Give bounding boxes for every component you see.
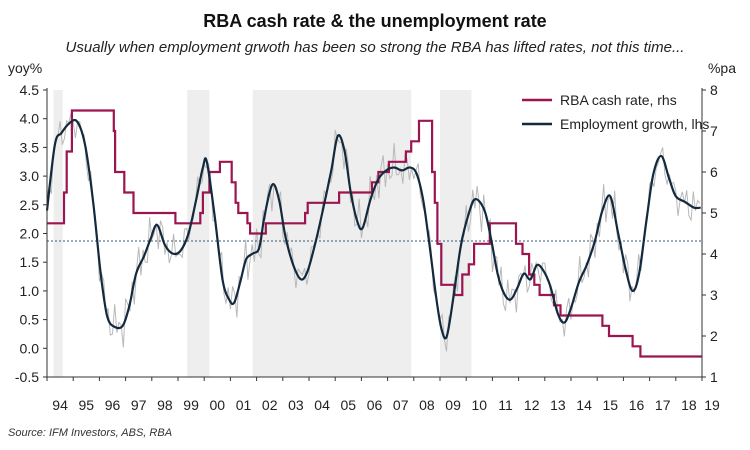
x-tick-label-18: 12: [524, 397, 540, 413]
left-tick-label-2: 3.5: [20, 139, 40, 155]
x-tick-label-21: 15: [603, 397, 619, 413]
x-tick-label-0: 94: [52, 397, 68, 413]
x-tick-label-15: 09: [445, 397, 461, 413]
right-tick-label-6: 2: [710, 328, 718, 344]
right-tick-label-7: 1: [710, 369, 718, 385]
x-tick-label-25: 19: [704, 397, 720, 413]
shaded-period-2: [252, 90, 412, 377]
legend: RBA cash rate, rhs Employment growth, lh…: [522, 92, 709, 132]
x-tick-label-4: 98: [157, 397, 173, 413]
left-tick-label-3: 3.0: [20, 168, 40, 184]
x-tick-label-5: 99: [183, 397, 199, 413]
series-line-employment: [45, 118, 701, 340]
x-tick-label-6: 00: [210, 397, 226, 413]
series-line-cash-rate: [47, 109, 702, 358]
left-tick-label-0: 4.5: [20, 82, 40, 98]
x-tick-label-13: 07: [393, 397, 409, 413]
chart-title: RBA cash rate & the unemployment rate: [203, 11, 546, 31]
x-tick-label-20: 14: [576, 397, 592, 413]
shaded-period-0: [53, 90, 63, 377]
x-tick-label-8: 02: [262, 397, 278, 413]
x-tick-label-3: 97: [131, 397, 147, 413]
source-note: Source: IFM Investors, ABS, RBA: [8, 427, 172, 439]
x-tick-label-2: 96: [105, 397, 121, 413]
left-tick-label-9: 0.0: [20, 340, 40, 356]
x-tick-label-11: 05: [341, 397, 357, 413]
x-tick-label-7: 01: [236, 397, 252, 413]
right-tick-label-3: 5: [710, 205, 718, 221]
left-tick-label-4: 2.5: [20, 197, 40, 213]
x-tick-label-19: 13: [550, 397, 566, 413]
x-tick-label-1: 95: [79, 397, 95, 413]
series-group: [45, 109, 702, 358]
x-tick-label-14: 08: [419, 397, 435, 413]
right-tick-label-1: 7: [710, 123, 718, 139]
x-tick-label-16: 10: [472, 397, 488, 413]
left-tick-label-8: 0.5: [20, 312, 40, 328]
x-tick-label-24: 18: [681, 397, 697, 413]
x-tick-label-9: 03: [288, 397, 304, 413]
x-tick-label-12: 06: [367, 397, 383, 413]
right-tick-label-4: 4: [710, 246, 718, 262]
right-axis-unit: %pa: [708, 60, 736, 76]
chart-subtitle: Usually when employment grwoth has been …: [66, 39, 685, 56]
shaded-period-3: [440, 90, 472, 377]
left-axis-unit: yoy%: [8, 60, 42, 76]
left-tick-label-7: 1.0: [20, 283, 40, 299]
left-tick-label-6: 1.5: [20, 254, 40, 270]
legend-label-cash-rate: RBA cash rate, rhs: [560, 92, 677, 108]
right-tick-label-5: 3: [710, 287, 718, 303]
left-tick-label-5: 2.0: [20, 226, 40, 242]
legend-label-employment: Employment growth, lhs: [560, 116, 709, 132]
x-tick-label-17: 11: [498, 397, 513, 413]
left-tick-label-1: 4.0: [20, 111, 40, 127]
x-tick-label-23: 17: [655, 397, 671, 413]
right-tick-label-2: 6: [710, 164, 718, 180]
axes-group: 4.5 4.0 3.5 3.0 2.5 2.0 1.5 1.0 0.5 0.0 -0.5 8 7 6 5 4 3…: [15, 82, 720, 413]
left-tick-label-10: -0.5: [15, 369, 39, 385]
x-tick-label-22: 16: [629, 397, 645, 413]
x-tick-label-10: 04: [314, 397, 330, 413]
right-tick-label-0: 8: [710, 82, 718, 98]
shaded-period-1: [187, 90, 210, 377]
